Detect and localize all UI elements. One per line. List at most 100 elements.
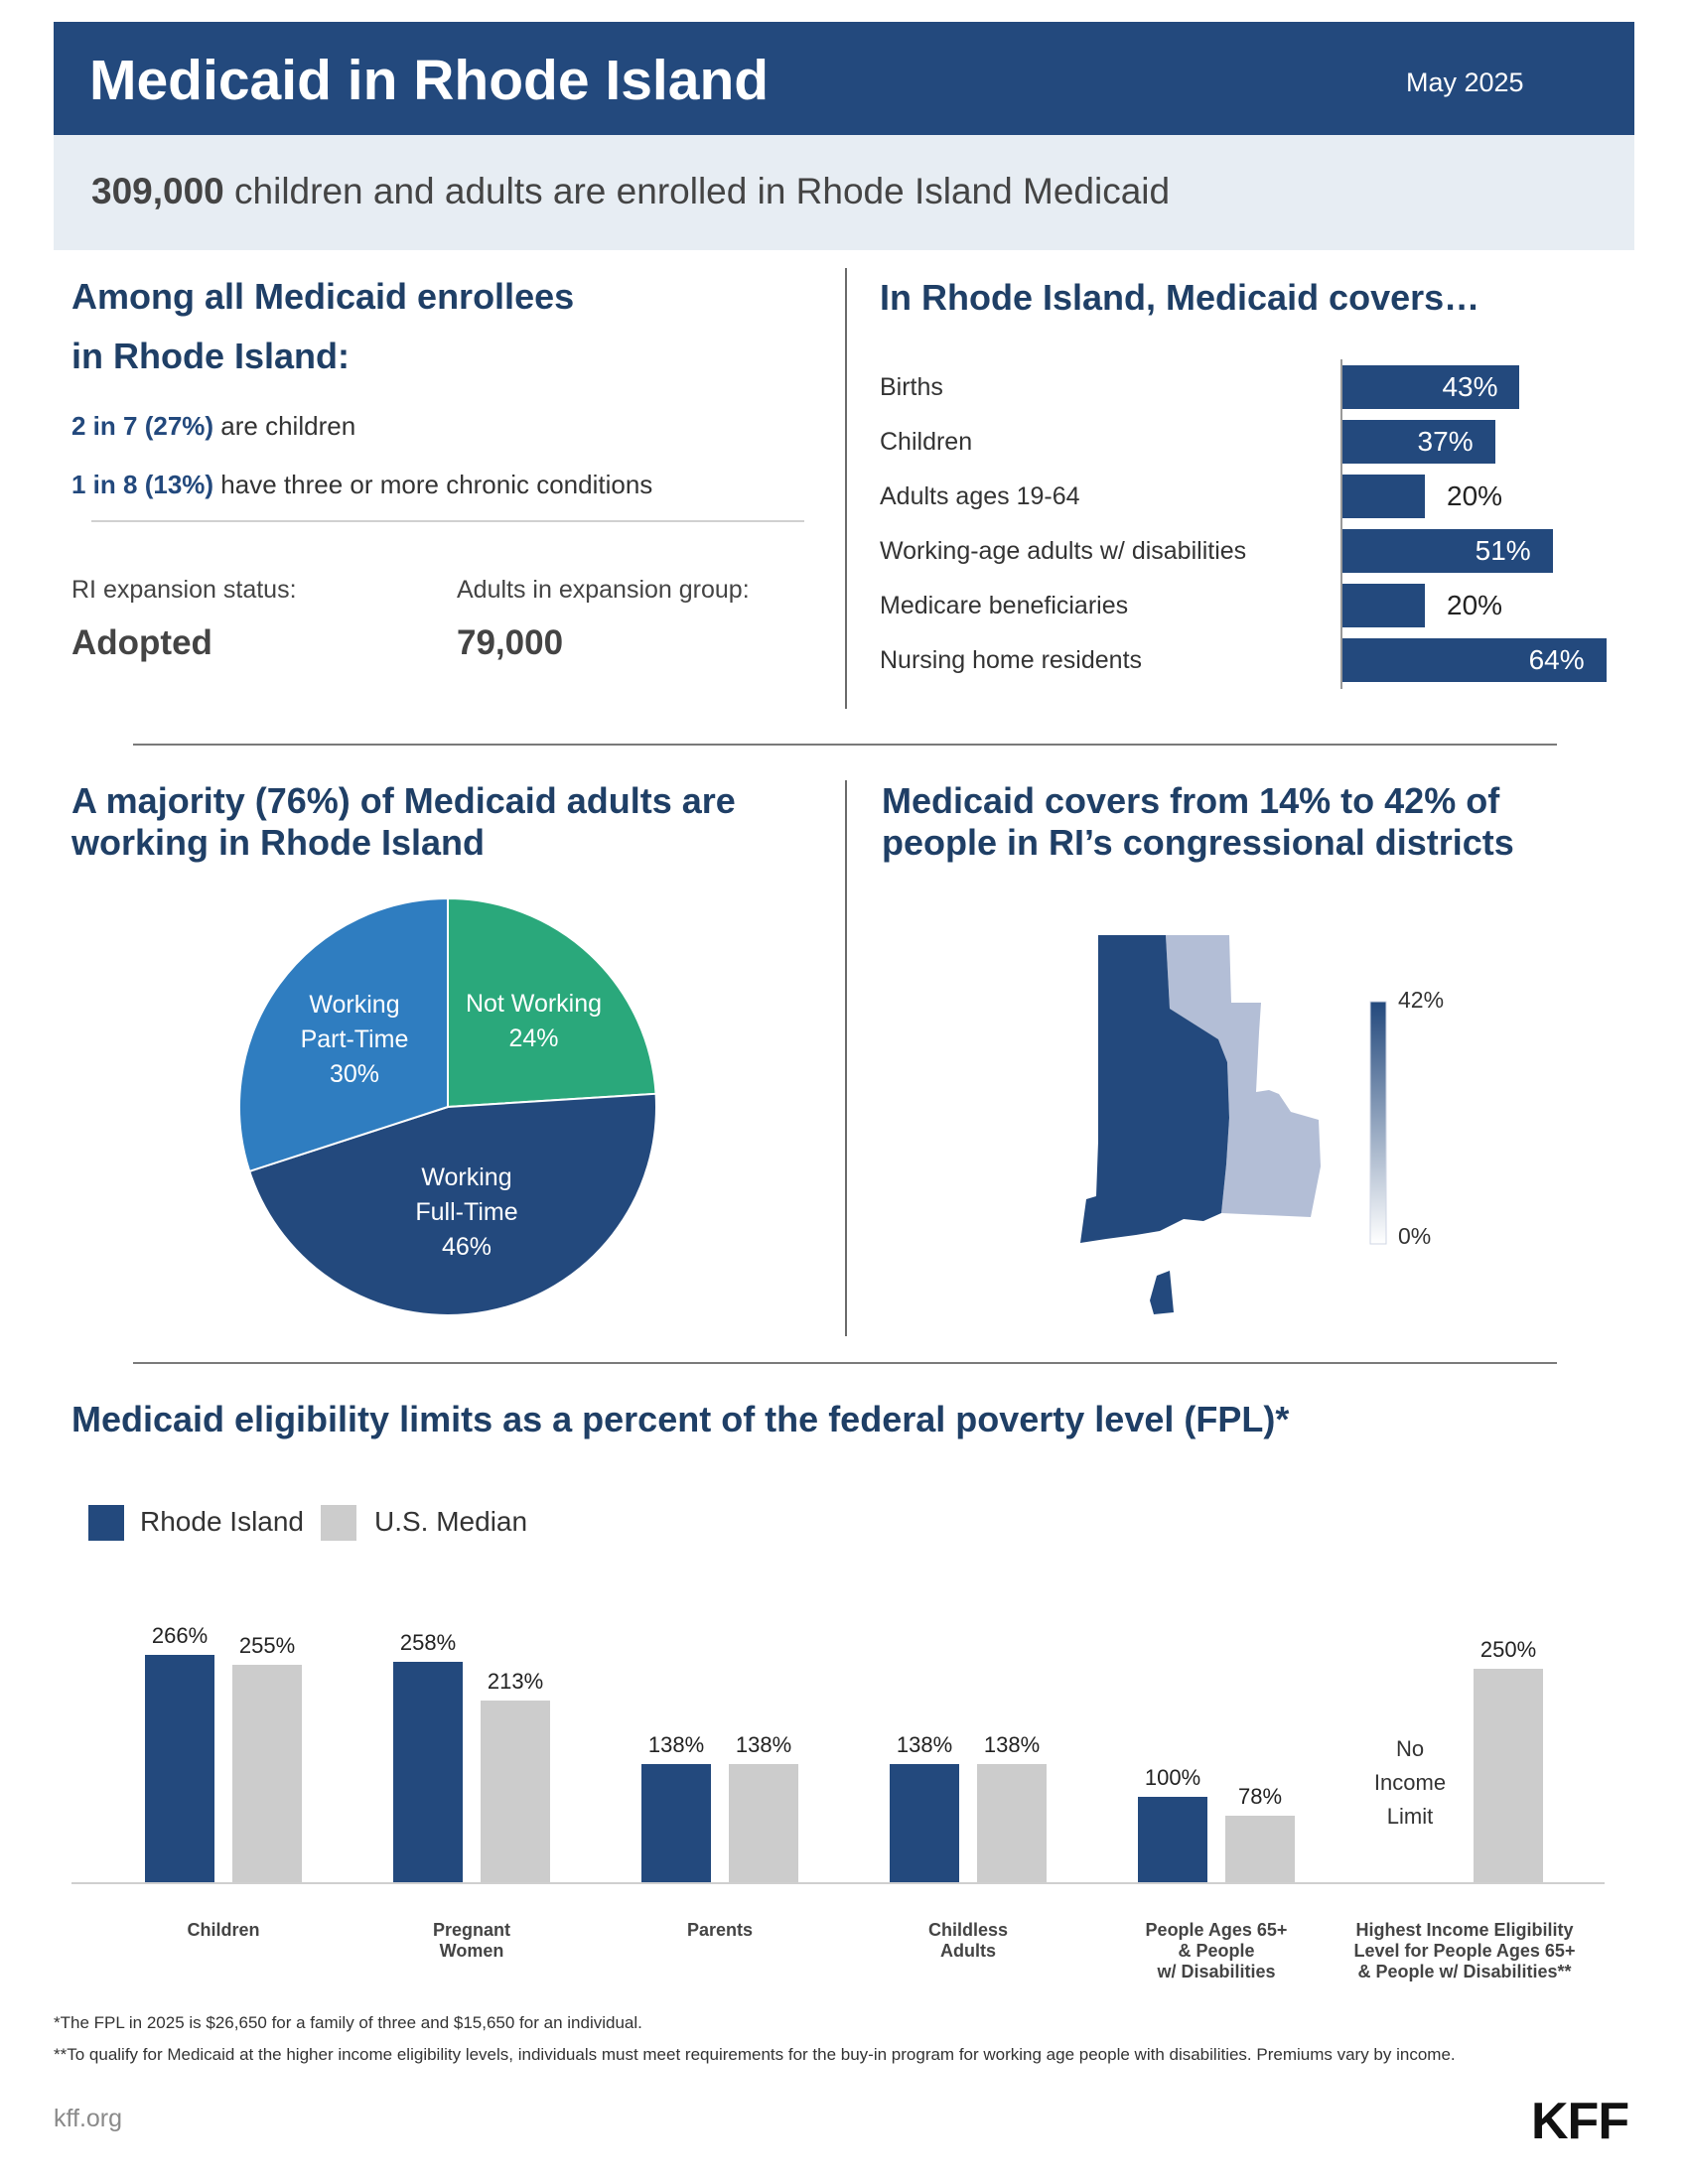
eligibility-bar-label: 250% [1479,1637,1537,1662]
color-scale [1369,1001,1387,1245]
expansion-adults-value: 79,000 [457,623,564,662]
pie-slice [447,896,657,1109]
eligibility-bar-label: 100% [1144,1765,1201,1790]
eligibility-bar-label: 78% [1237,1783,1283,1809]
category-label-line: Adults [940,1941,996,1961]
eligibility-bar [1138,1797,1207,1882]
pie-label-text: Part-Time [300,1025,409,1053]
enrollees-heading-line1: Among all Medicaid enrollees [71,276,575,317]
eligibility-bar-label: 138% [983,1732,1041,1758]
pie-slice [238,896,449,1173]
enrollment-statement: 309,000 children and adults are enrolled… [91,171,1170,212]
category-label-line: w/ Disabilities [1157,1962,1276,1981]
enrollment-banner [54,135,1634,250]
eligibility-bar-label: 213% [487,1668,544,1694]
category-label-line: Children [187,1920,260,1940]
enrollment-text: children and adults are enrolled in Rhod… [234,171,1171,211]
pie-label-pct: 46% [441,1233,492,1261]
pie-label-pct: 24% [508,1024,559,1052]
scale-max-label: 42% [1398,987,1445,1013]
chart-baseline [71,1882,1605,1884]
no-limit-text: No [1395,1736,1425,1761]
covers-bar [1342,529,1553,573]
category-label-line: Pregnant [432,1920,510,1940]
block-island-shape [1150,1271,1174,1314]
category-label: Highest Income Eligibility Level for Peop… [1332,1920,1598,1982]
district-1-shape [1166,935,1321,1217]
covers-label: Adults ages 19-64 [880,482,1080,510]
working-heading-line2: working in Rhode Island [71,822,486,863]
pie-label-text: Working [421,1163,512,1191]
legend-swatch-us [321,1505,356,1541]
covers-value: 43% [1442,371,1498,402]
category-label-line: & People w/ Disabilities** [1357,1962,1572,1981]
expansion-adults-label: Adults in expansion group: [457,576,750,604]
covers-label: Births [880,373,943,401]
category-label-line: People Ages 65+ [1145,1920,1288,1940]
stat-children-value: 2 in 7 (27%) [71,411,214,441]
covers-value: 20% [1447,590,1503,620]
eligibility-bar [393,1662,463,1882]
pie-slice [248,1092,657,1316]
covers-value: 51% [1475,535,1531,566]
eligibility-bar [641,1764,711,1882]
stat-children: 2 in 7 (27%) are children [71,411,355,442]
stat-chronic-value: 1 in 8 (13%) [71,470,214,499]
category-label: Parents [587,1920,853,1941]
districts-heading-line1: Medicaid covers from 14% to 42% of [882,780,1500,821]
no-income-limit-label: No Income Limit [1350,1732,1470,1834]
enrollment-number: 309,000 [91,171,224,211]
category-label: Pregnant Women [339,1920,605,1962]
covers-value: 64% [1528,644,1585,675]
covers-heading: In Rhode Island, Medicaid covers… [880,277,1480,318]
category-label-line: Level for People Ages 65+ [1353,1941,1576,1961]
covers-bar [1342,584,1425,627]
divider [845,268,847,709]
covers-label: Nursing home residents [880,646,1143,674]
districts-heading-line2: people in RI’s congressional districts [882,822,1514,863]
eligibility-bar [729,1764,798,1882]
scale-min-label: 0% [1398,1223,1432,1249]
eligibility-bar-label: 138% [735,1732,792,1758]
covers-value: 20% [1447,480,1503,511]
site-link[interactable]: kff.org [54,2105,123,2132]
legend-swatch-ri [88,1505,124,1541]
pie-label-not-working: Not Working 24% [447,987,621,1056]
covers-label: Medicare beneficiaries [880,592,1129,619]
covers-label: Children [880,428,973,456]
divider [91,520,804,522]
working-pie-chart [238,896,657,1316]
pie-label-full-time: Working Full-Time 46% [392,1160,541,1265]
category-label: Children [90,1920,356,1941]
divider [133,1362,1557,1364]
no-limit-text: Income [1373,1770,1447,1795]
expansion-status-value: Adopted [71,623,212,662]
covers-value: 37% [1417,426,1474,457]
stat-chronic: 1 in 8 (13%) have three or more chronic … [71,470,652,500]
eligibility-bar-label: 138% [896,1732,953,1758]
pie-label-pct: 30% [329,1060,380,1088]
eligibility-heading: Medicaid eligibility limits as a percent… [71,1399,1290,1439]
divider [845,780,847,1336]
eligibility-bar-label: 138% [647,1732,705,1758]
covers-label: Working-age adults w/ disabilities [880,537,1247,565]
covers-axis [1340,359,1342,689]
eligibility-bar [1225,1815,1295,1882]
covers-bar [1342,420,1495,464]
category-label-line: Childless [927,1920,1009,1940]
eligibility-bar [232,1664,302,1882]
eligibility-bar [145,1655,214,1882]
covers-bar [1342,365,1520,409]
page-title: Medicaid in Rhode Island [89,49,770,112]
category-label-line: Highest Income Eligibility [1355,1920,1574,1940]
category-label: Childless Adults [835,1920,1101,1962]
district-2-shape [1080,935,1229,1243]
covers-bar [1342,638,1607,682]
pie-label-text: Working [309,991,400,1019]
pie-label-part-time: Working Part-Time 30% [280,988,429,1092]
category-label-line: Parents [686,1920,754,1940]
category-label-line: Women [439,1941,504,1961]
no-limit-text: Limit [1386,1804,1434,1829]
divider [133,744,1557,746]
ri-district-map [1080,935,1321,1314]
